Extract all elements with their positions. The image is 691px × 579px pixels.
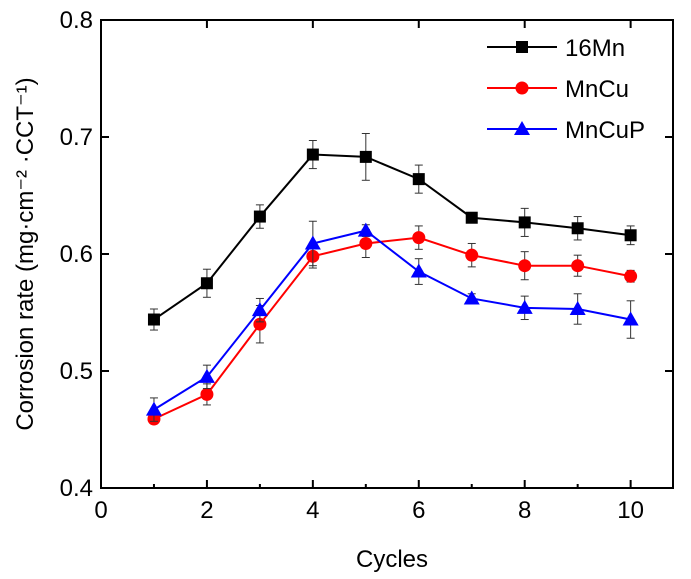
data-point bbox=[465, 248, 479, 262]
x-tick-label: 0 bbox=[94, 497, 107, 524]
data-point bbox=[518, 259, 532, 273]
x-tick-label: 8 bbox=[518, 497, 531, 524]
legend-marker bbox=[514, 121, 530, 135]
data-point bbox=[410, 263, 427, 278]
legend-item-MnCu: MnCu bbox=[487, 76, 629, 103]
legend-label: MnCu bbox=[565, 76, 629, 103]
y-tick-label: 0.4 bbox=[60, 475, 93, 502]
data-point bbox=[624, 269, 638, 283]
legend-item-16Mn: 16Mn bbox=[487, 35, 625, 62]
data-point bbox=[412, 231, 426, 245]
data-point bbox=[412, 173, 425, 186]
x-tick-label: 2 bbox=[200, 497, 213, 524]
x-tick-label: 4 bbox=[306, 497, 319, 524]
data-point bbox=[571, 259, 585, 273]
legend-marker bbox=[516, 41, 528, 53]
data-point bbox=[147, 313, 160, 326]
y-tick-label: 0.7 bbox=[60, 124, 93, 151]
series-MnCuP bbox=[145, 220, 639, 422]
data-point bbox=[624, 229, 637, 242]
legend: 16Mn MnCu MnCuP bbox=[487, 35, 645, 144]
data-point bbox=[200, 387, 214, 401]
legend-label: MnCuP bbox=[565, 117, 645, 144]
data-point bbox=[304, 235, 321, 250]
y-tick-label: 0.5 bbox=[60, 358, 93, 385]
x-axis-label: Cycles bbox=[356, 546, 428, 573]
legend-marker bbox=[515, 81, 529, 95]
series-line bbox=[153, 236, 631, 420]
data-point bbox=[253, 317, 267, 331]
data-point bbox=[463, 290, 480, 305]
data-point bbox=[253, 210, 266, 223]
series-16Mn bbox=[147, 132, 637, 331]
data-point bbox=[200, 277, 213, 290]
data-point bbox=[359, 150, 372, 163]
data-point bbox=[306, 148, 319, 161]
data-point bbox=[622, 311, 639, 326]
data-point bbox=[145, 401, 162, 416]
data-point bbox=[465, 211, 478, 224]
data-point bbox=[571, 222, 584, 235]
data-point bbox=[569, 300, 586, 315]
data-point bbox=[359, 236, 373, 250]
series-MnCu bbox=[147, 225, 638, 426]
data-point bbox=[518, 216, 531, 229]
legend-label: 16Mn bbox=[565, 35, 625, 62]
data-point bbox=[251, 302, 268, 317]
series-line bbox=[153, 153, 631, 321]
legend-item-MnCuP: MnCuP bbox=[487, 117, 645, 144]
data-point bbox=[198, 368, 215, 383]
data-point bbox=[516, 299, 533, 314]
y-tick-label: 0.6 bbox=[60, 241, 93, 268]
series-line bbox=[153, 229, 631, 411]
x-tick-label: 6 bbox=[412, 497, 425, 524]
y-tick-label: 0.8 bbox=[60, 7, 93, 34]
x-tick-label: 10 bbox=[617, 497, 644, 524]
y-axis-label: Corrosion rate (mg·cm⁻² ·CCT⁻¹) bbox=[12, 77, 39, 430]
data-point bbox=[357, 222, 374, 237]
